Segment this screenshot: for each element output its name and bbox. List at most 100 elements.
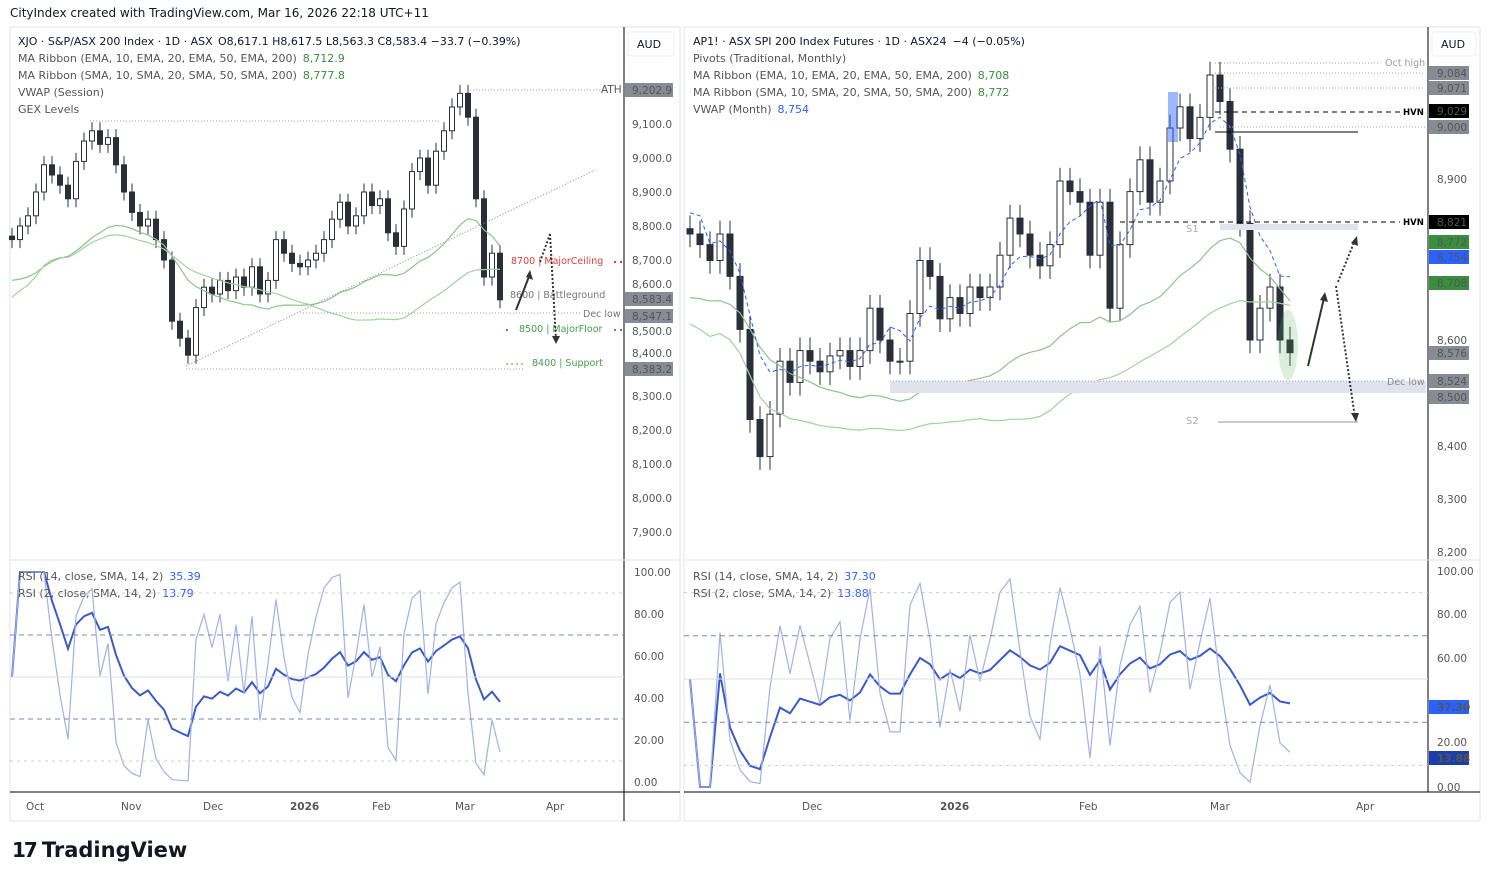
candle-body [876,307,884,341]
left-price-plot[interactable] [9,84,503,782]
right-price-plot[interactable] [686,61,1294,788]
right-price-tick: 8,600 [1437,335,1467,347]
left-price-tick: 8,800.0 [632,221,672,233]
svg-text:XJO · S&P/ASX 200 Index · 1D ·: XJO · S&P/ASX 200 Index · 1D · ASX O8,617… [18,35,521,48]
candle-body [289,252,295,264]
candle-body [281,239,287,254]
candle-body [305,259,311,268]
left-price-badge [625,292,673,306]
candle-body [926,260,934,277]
candle-body [1136,159,1144,193]
right-currency-button[interactable] [1431,31,1477,57]
svg-text:RSI (14, close, SMA, 14, 2)35.: RSI (14, close, SMA, 14, 2) 35.39 [18,570,201,583]
chart-credit: CityIndex created with TradingView.com, … [10,6,429,20]
candle-body [489,252,495,278]
candle-body [756,419,764,458]
right-rsi-legend: RSI (14, close, SMA, 14, 2) 37.30 RSI (2,… [693,570,876,600]
candle-body [1006,217,1014,256]
left-gex-label: GEX Levels [18,103,80,116]
candle-body [776,360,784,415]
candle-body [1196,116,1204,140]
down-path-icon [549,233,557,341]
right-time-tick: 2026 [940,801,969,813]
left-rsi-tick: 60.00 [634,651,664,663]
candle-body [409,171,415,210]
right-price-badge [1429,104,1469,118]
right-rsi2-label: RSI (2, close, SMA, 14, 2) [693,587,831,600]
candle-body [337,201,343,220]
tradingview-logo[interactable]: 17 TradingView [12,838,187,862]
left-rsi-tick: 100.00 [634,567,671,579]
candle-body [193,307,199,356]
up-arrow-icon [1307,297,1325,367]
right-time-tick: Dec [802,801,823,813]
right-vwap-label: VWAP (Month) [693,103,772,116]
right-rsi-tick: 100.00 [1437,566,1474,578]
candle-body [726,233,734,277]
sma-ribbon-line [11,234,501,321]
candle-body [145,218,151,227]
candle-body [225,279,231,292]
candle-body [97,130,103,145]
left-rsi14-value: 35.39 [169,570,201,583]
right-price-badge-label: 8,500 [1437,392,1467,404]
candle-body [1026,233,1034,256]
axes[interactable]: 9,100.0 9,000.0 8,900.0 8,800.0 8,700.0 8,600… [10,66,1474,813]
left-rsi-tick: 40.00 [634,693,664,705]
candle-body [686,228,694,235]
left-price-tick: 8,100.0 [632,459,672,471]
left-rsi-tick: 80.00 [634,609,664,621]
candle-body [25,215,31,227]
candle-body [886,339,894,362]
candle-body [916,260,924,314]
down-path-icon [1335,285,1356,419]
candle-body [57,174,63,186]
right-symbol-title: AP1! · ASX SPI 200 Index Futures · 1D · … [693,35,946,48]
left-time-tick: Nov [121,801,142,813]
support-label: 8400 | Support [532,358,603,369]
left-price-tick: 8,700.0 [632,255,672,267]
candle-body [73,160,79,200]
left-legend: XJO · S&P/ASX 200 Index · 1D · ASX O8,617… [18,35,521,116]
candle-body [1256,307,1264,341]
left-price-tick: 8,500.0 [632,326,672,338]
right-price-tick: 8,300 [1437,494,1467,506]
candle-body [1166,127,1174,182]
left-currency-button[interactable] [627,31,675,57]
rsi2-line [689,577,1291,788]
right-price-badge [1429,346,1469,360]
major-ceiling-label: 8700 | MajorCeiling [511,256,603,267]
right-sma-value: 8,772 [978,86,1010,99]
right-price-badge-label: 8,821 [1437,217,1467,229]
ath-label: ATH [601,84,622,96]
svg-text:MA Ribbon (EMA, 10, EMA, 20, E: MA Ribbon (EMA, 10, EMA, 20, EMA, 50, EM… [693,69,1009,82]
candle-body [393,232,399,247]
candle-body [153,218,159,241]
candle-body [89,130,95,142]
candle-body [105,137,111,145]
right-time-tick: Feb [1079,801,1098,813]
candle-body [1076,191,1084,203]
candle-body [401,208,407,247]
candle-body [121,164,127,193]
left-time-tick: Oct [26,801,44,813]
right-annotations: Oct high HVN HVN S1 S2 Dec low [890,58,1426,427]
left-price-badge [625,362,673,376]
left-price-tick: 8,900.0 [632,187,672,199]
right-rsi-badge-label: 13.88 [1437,753,1470,765]
right-price-badge [1429,374,1469,388]
left-time-tick: Mar [455,801,475,813]
right-price-badge [1429,66,1469,80]
candle-body [1176,106,1184,129]
brand-name: TradingView [41,838,188,862]
rsi14-line [11,571,501,738]
svg-text:RSI (2, close, SMA, 14, 2)13.7: RSI (2, close, SMA, 14, 2) 13.79 [18,587,194,600]
candle-body [1086,201,1094,256]
right-price-tick: 8,400 [1437,441,1467,453]
candle-body [329,218,335,241]
candle-body [177,320,183,339]
candle-body [1186,106,1194,140]
rsi2-line [11,571,501,782]
right-sma-label: MA Ribbon (SMA, 10, SMA, 20, SMA, 50, SM… [693,86,972,99]
